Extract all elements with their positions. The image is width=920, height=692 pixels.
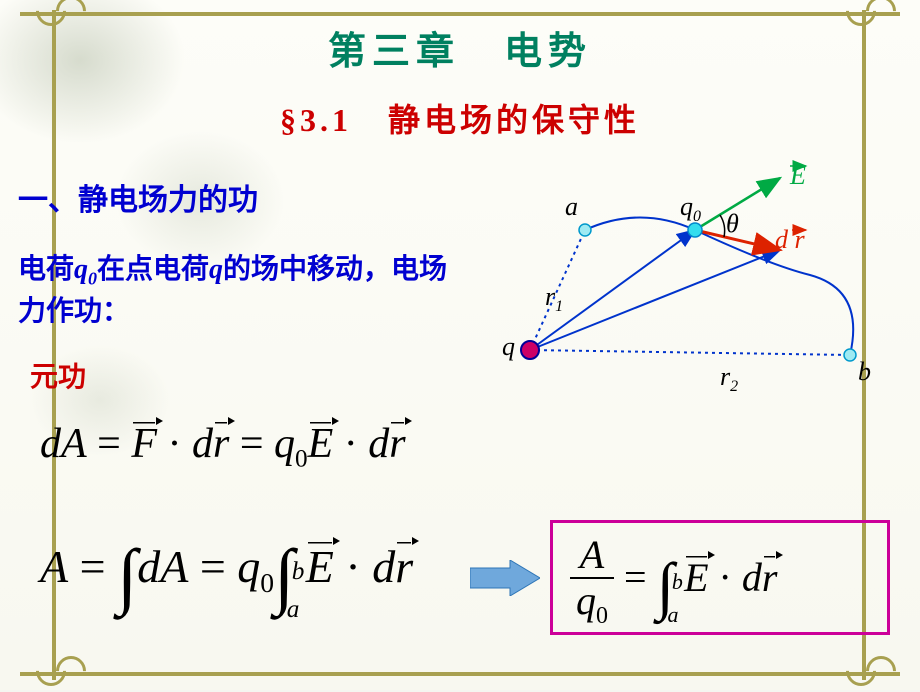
eq3-upper: b [672,569,683,595]
top-border [20,12,900,16]
eq2-eq: = [68,541,117,592]
eq3-lower: a [668,602,679,628]
eq1-dot2: · [333,421,368,467]
t2: 在点电荷 [97,254,209,285]
eq3-d: d [742,555,762,600]
eq3-den-q: q [576,578,596,623]
eq1-d2: d [368,421,389,467]
eq2-q0sub: 0 [260,567,274,598]
path-a-b [585,218,853,356]
eq1-F: F [131,420,157,468]
label-q0: q0 [680,192,701,225]
eq2-A: A [40,541,68,592]
sym-q0-sub: 0 [88,269,97,289]
eq2-d: d [372,541,395,592]
body-text: 电荷q0在点电荷q的场中移动，电场力作功： [18,250,468,331]
eq1-E: E [308,420,334,468]
eq2-eq2: = [188,541,237,592]
label-b: b [858,357,871,386]
theta-arc [720,215,725,237]
eq3-dot: · [709,555,742,600]
label-a: a [565,192,578,221]
bottom-border [20,672,900,676]
implies-arrow-icon [470,560,540,596]
eq3-r: r [762,554,778,601]
eq2-dot: · [334,541,372,592]
eq3-frac: A q0 [570,535,614,628]
point-origin-q [521,341,539,359]
vec-to-drend [530,250,780,350]
eq1-eq2: = [229,421,274,467]
eq3-E: E [684,554,708,601]
chapter-title: 第三章 电势 [0,20,920,75]
heading-1: 一、静电场力的功 [18,175,258,219]
eq1-r1: r [213,420,229,468]
equation-A: A = ∫dA = q0∫ba E · dr [40,540,413,605]
section-title: §3.1 静电场的保守性 [0,95,920,141]
eq1-dot: · [157,421,192,467]
label-r2: r2 [720,362,738,395]
sym-q: q [209,254,223,285]
eq1-eq: = [87,421,132,467]
eq1-lhs: dA [40,421,87,467]
eq2-int1: ∫ [117,546,137,605]
eq2-upper: b [292,557,305,586]
eq1-d1: d [192,421,213,467]
eq1-q0sub: 0 [295,445,308,472]
point-b [844,349,856,361]
eq2-r: r [395,540,413,593]
label-q: q [502,332,515,361]
equation-A-over-q0: A q0 = ∫ba E · dr [570,535,777,628]
t1: 电荷 [18,254,74,285]
eq1-r2: r [389,420,405,468]
line-r2 [530,350,850,355]
field-diagram: a q0 b q θ r1 r2 E d r [470,160,890,410]
point-a [579,224,591,236]
equation-dA: dA = F · dr = q0E · dr [40,420,406,473]
eq2-lower: a [287,595,300,624]
sym-q0: q [74,254,88,285]
label-r1: r1 [545,282,563,315]
label-theta: θ [726,209,739,238]
eq2-E: E [306,540,334,593]
label-elementary-work: 元功 [30,355,86,395]
eq1-q0: q [274,421,295,467]
point-q0 [688,223,702,237]
eq3-num: A [570,535,614,577]
eq3-den: q0 [570,577,614,628]
eq3-den-sub: 0 [596,603,608,629]
eq2-q0: q [237,541,260,592]
eq2-dA: dA [137,541,188,592]
eq3-eq: = [614,555,657,600]
